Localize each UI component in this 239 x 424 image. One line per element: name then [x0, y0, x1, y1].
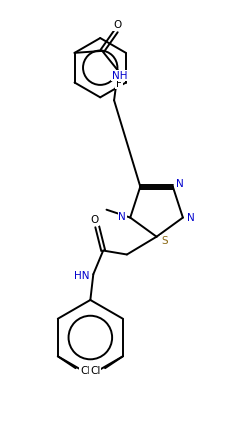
Text: O: O	[113, 20, 121, 30]
Text: S: S	[161, 236, 168, 245]
Text: HN: HN	[74, 271, 89, 281]
Text: N: N	[119, 212, 126, 222]
Text: O: O	[90, 215, 98, 225]
Text: NH: NH	[112, 71, 128, 81]
Text: N: N	[187, 212, 195, 223]
Text: Cl: Cl	[80, 366, 91, 376]
Text: F: F	[116, 78, 122, 89]
Text: N: N	[176, 179, 184, 189]
Text: Cl: Cl	[90, 366, 100, 376]
